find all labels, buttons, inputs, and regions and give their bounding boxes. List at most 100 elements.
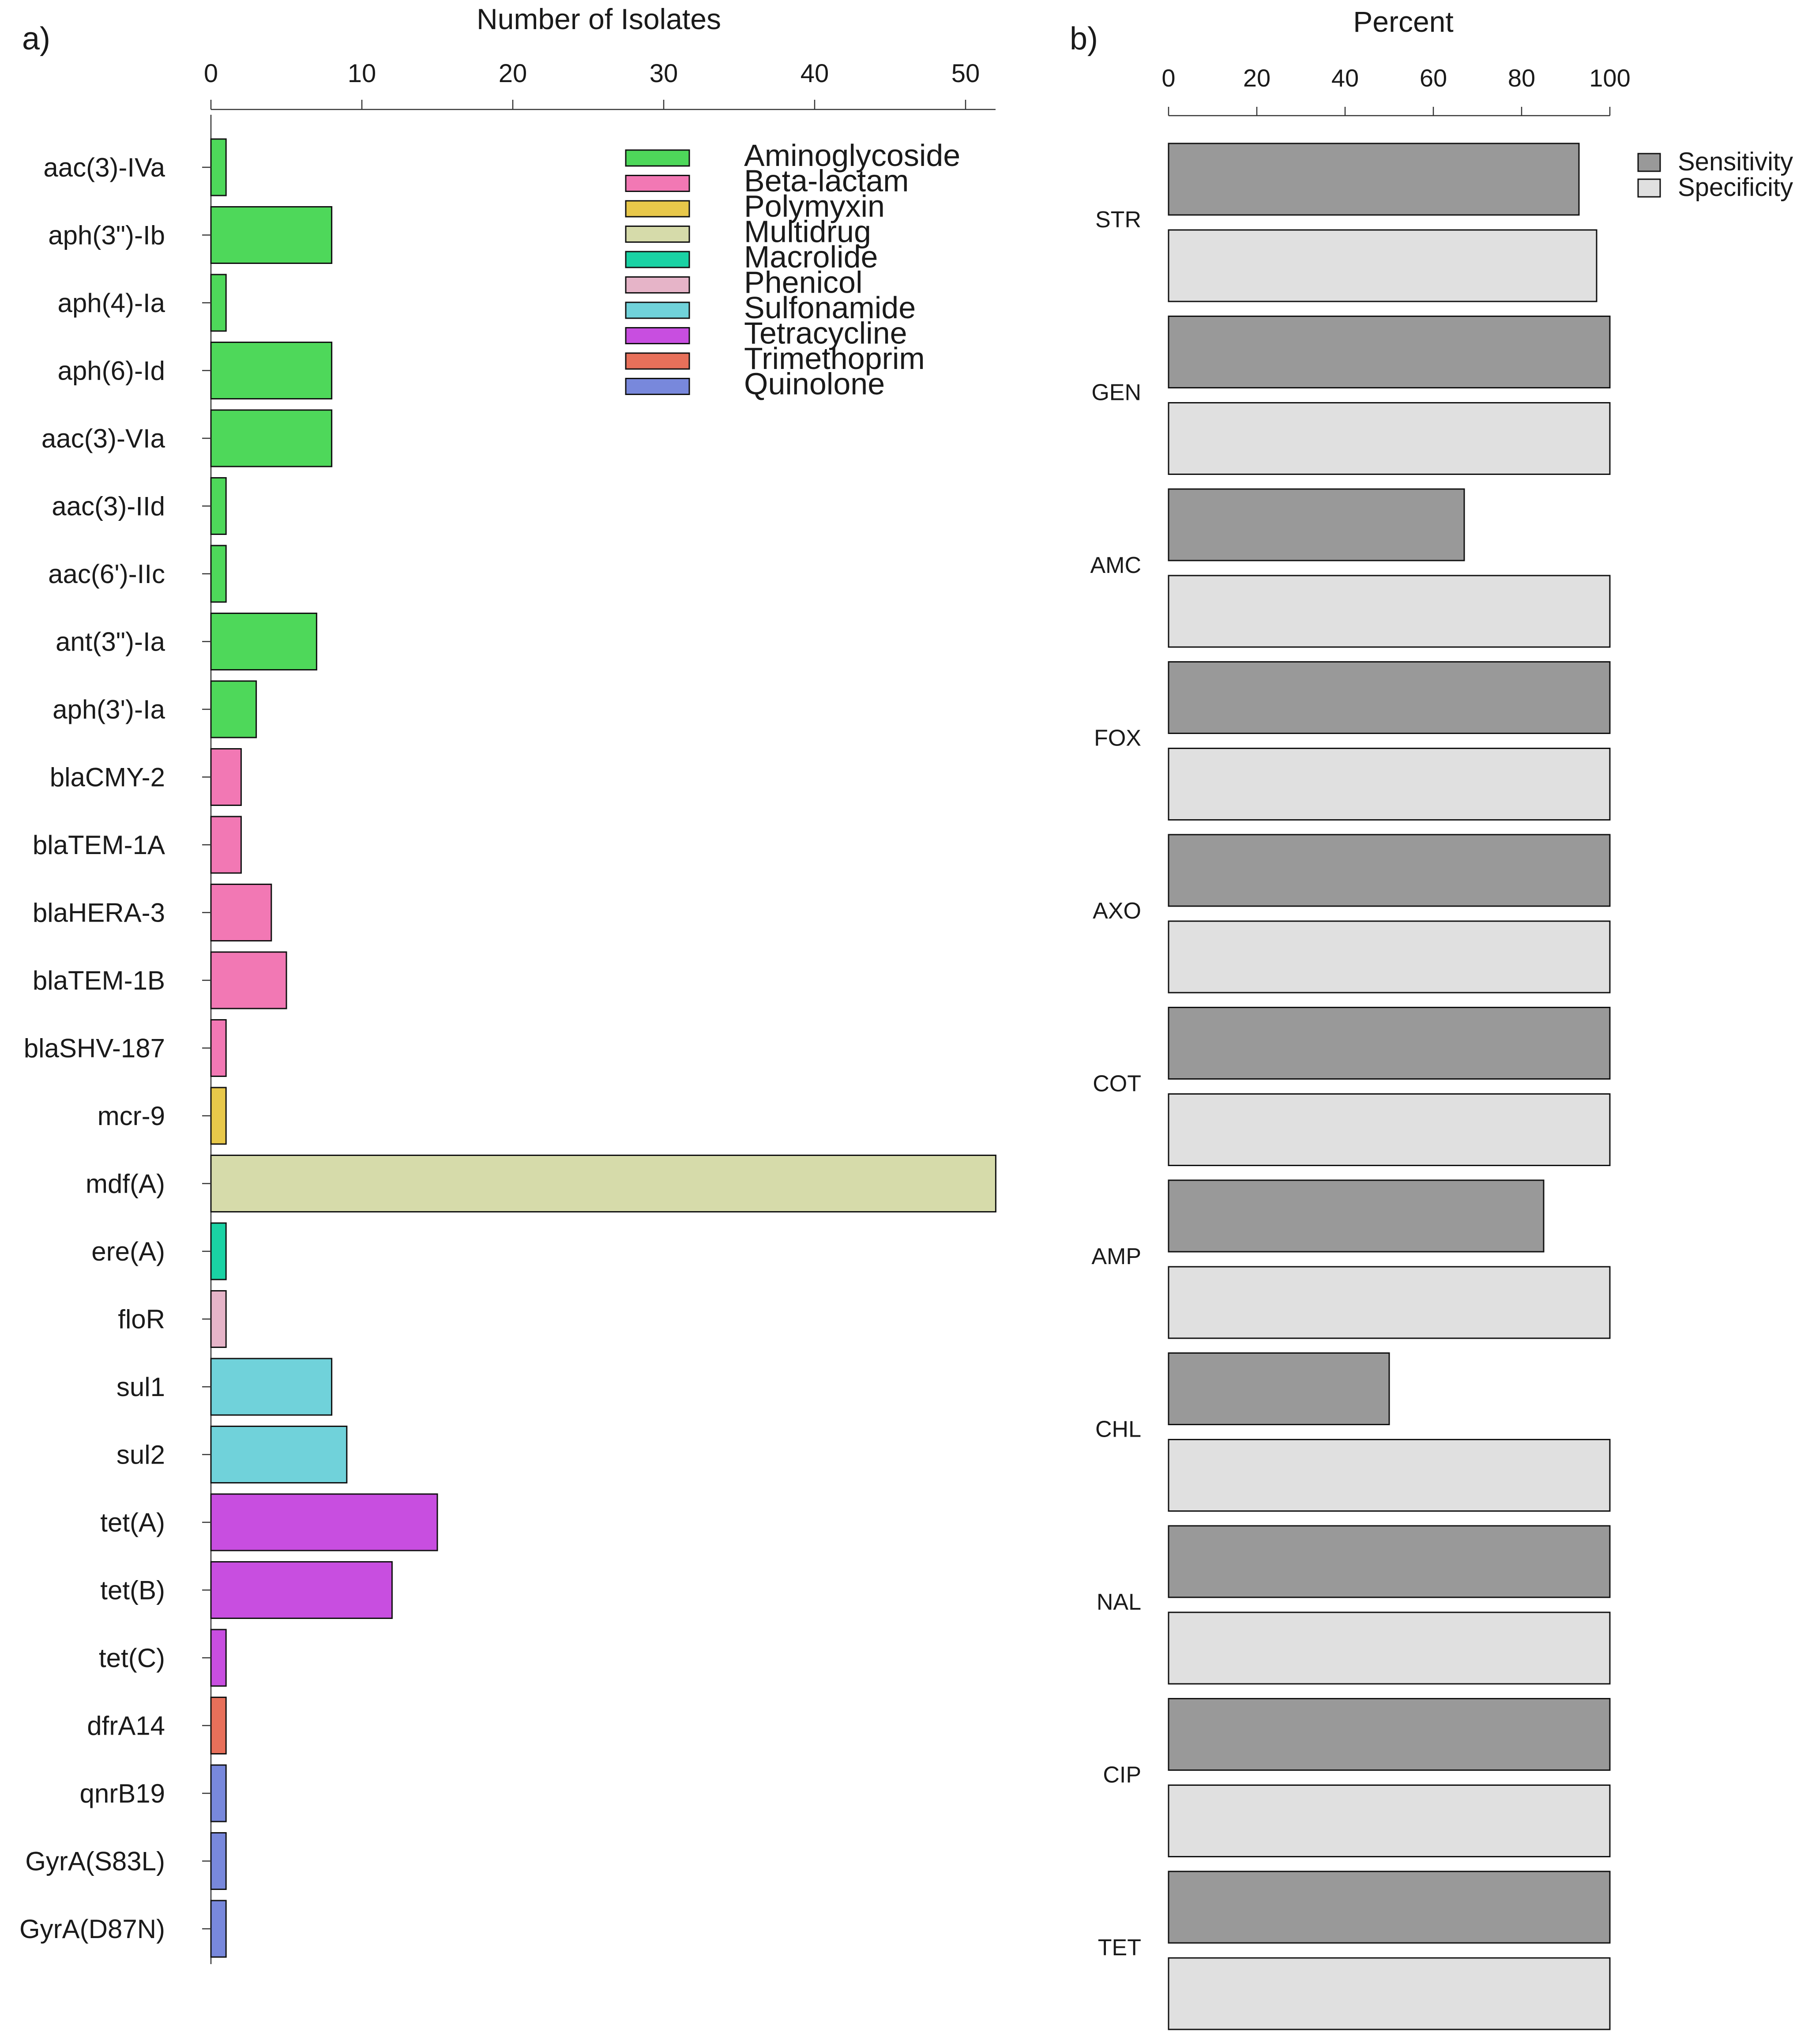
panel-a-legend-swatch-9: [625, 378, 690, 395]
panel-b-x-axis-title: Percent: [1353, 5, 1453, 38]
panel-a-category-label-14: mcr-9: [98, 1101, 165, 1131]
panel-b-bar-5-1: [1168, 1093, 1611, 1166]
panel-a-legend-swatch-5: [625, 276, 690, 294]
panel-b-bar-3-0: [1168, 661, 1611, 734]
panel-a-category-label-4: aac(3)-VIa: [41, 424, 165, 453]
panel-b-bar-5-0: [1168, 1007, 1611, 1080]
panel-a-x-ticks: 0 10 20 30 40 50: [204, 59, 980, 109]
panel-b-bar-9-1: [1168, 1784, 1611, 1857]
panel-a-category-label-25: GyrA(S83L): [25, 1847, 165, 1876]
panel-a-bar-20: [210, 1493, 438, 1551]
panel-b-bars: [1168, 143, 1611, 2030]
panel-b-category-label-2: AMC: [1090, 553, 1141, 578]
panel-b-bar-6-1: [1168, 1266, 1611, 1339]
panel-a-legend-swatch-3: [625, 226, 690, 243]
panel-a-legend-swatch-2: [625, 200, 690, 218]
panel-b-legend-swatch-1: [1637, 178, 1661, 198]
panel-a-x-tick-label-0: 0: [204, 59, 218, 88]
panel-b-bar-6-0: [1168, 1179, 1545, 1253]
panel-b-legend-label-1: Specificity: [1678, 173, 1793, 202]
panel-b-category-label-9: CIP: [1103, 1762, 1141, 1788]
panel-b-bar-1-0: [1168, 316, 1611, 388]
panel-b: b) Percent 0 20 40 60 80 100 STR GEN AMC FOX AXO C…: [1070, 5, 1793, 2030]
panel-b-x-tick-label-0: 0: [1161, 64, 1175, 92]
panel-a-bar-9: [210, 748, 242, 806]
panel-a-category-label-23: dfrA14: [87, 1711, 165, 1741]
panel-a-legend-label-9: Quinolone: [744, 367, 885, 401]
panel-a-category-label-11: blaHERA-3: [33, 898, 165, 928]
panel-a-x-tick-label-1: 10: [348, 59, 376, 88]
panel-a-bar-24: [210, 1764, 227, 1822]
panel-b-category-labels: STR GEN AMC FOX AXO COT AMP CHL NAL CIP TET: [1090, 207, 1141, 1961]
panel-a-bar-19: [210, 1426, 348, 1483]
panel-a-category-label-13: blaSHV-187: [24, 1034, 165, 1063]
panel-b-x-ticks: 0 20 40 60 80 100: [1161, 64, 1631, 116]
panel-b-x-tick-label-1: 20: [1243, 64, 1270, 92]
panel-b-category-label-10: TET: [1098, 1935, 1141, 1961]
panel-a-bar-14: [210, 1087, 227, 1145]
panel-a-bar-22: [210, 1629, 227, 1687]
panel-a-category-label-5: aac(3)-IId: [52, 492, 165, 521]
panel-a-category-label-15: mdf(A): [86, 1169, 165, 1199]
panel-b-bar-8-0: [1168, 1525, 1611, 1598]
panel-a-bar-13: [210, 1019, 227, 1077]
panel-a-legend-swatch-7: [625, 327, 690, 344]
panel-a-x-axis-title: Number of Isolates: [477, 3, 721, 35]
panel-b-bar-4-0: [1168, 834, 1611, 907]
panel-b-bar-8-1: [1168, 1611, 1611, 1685]
panel-a-x-tick-label-5: 50: [951, 59, 980, 88]
panel-a-bar-26: [210, 1900, 227, 1958]
panel-a-legend-label-4: Macrolide: [744, 240, 878, 274]
panel-a-category-label-19: sul2: [117, 1440, 165, 1470]
panel-a-legend-swatch-4: [625, 251, 690, 268]
panel-b-bar-7-1: [1168, 1439, 1611, 1512]
panel-a-bar-3: [210, 342, 333, 399]
panel-a-bar-1: [210, 206, 333, 264]
panel-a-bar-17: [210, 1290, 227, 1348]
panel-a-bar-5: [210, 477, 227, 535]
panel-a-category-label-9: blaCMY-2: [50, 763, 165, 792]
panel-b-bar-2-1: [1168, 575, 1611, 648]
panel-a: a) Number of Isolates 0 10 20 30 40 50 aac(3)…: [19, 3, 996, 1964]
panel-a-bar-23: [210, 1697, 227, 1754]
panel-b-bar-3-1: [1168, 748, 1611, 821]
panel-a-label: a): [22, 21, 50, 56]
panel-a-bar-10: [210, 816, 242, 874]
panel-a-legend-label-2: Polymyxin: [744, 189, 885, 223]
panel-a-bar-7: [210, 613, 317, 670]
panel-a-category-label-16: ere(A): [91, 1237, 165, 1266]
panel-a-bars: [210, 138, 996, 1958]
panel-a-legend-label-5: Phenicol: [744, 265, 863, 300]
panel-a-category-label-18: sul1: [117, 1372, 165, 1402]
panel-a-category-label-7: ant(3")-Ia: [56, 627, 165, 657]
panel-a-bar-25: [210, 1832, 227, 1890]
panel-b-category-label-5: COT: [1093, 1071, 1141, 1097]
panel-a-bar-8: [210, 680, 257, 738]
panel-a-bar-15: [210, 1155, 996, 1212]
panel-b-bar-4-1: [1168, 920, 1611, 994]
panel-b-category-label-8: NAL: [1097, 1589, 1141, 1615]
panel-b-bar-9-0: [1168, 1698, 1611, 1771]
panel-b-bar-10-0: [1168, 1871, 1611, 1944]
panel-b-category-label-4: AXO: [1093, 898, 1141, 924]
panel-a-category-label-10: blaTEM-1A: [33, 830, 165, 860]
panel-b-category-label-7: CHL: [1095, 1417, 1141, 1442]
panel-a-category-label-17: floR: [118, 1305, 165, 1334]
panel-a-legend-label-7: Tetracycline: [744, 316, 907, 350]
panel-b-bar-10-1: [1168, 1957, 1611, 2030]
panel-a-bar-16: [210, 1222, 227, 1280]
panel-a-category-label-6: aac(6')-IIc: [48, 559, 165, 589]
panel-b-bar-2-0: [1168, 488, 1465, 561]
panel-a-category-label-12: blaTEM-1B: [33, 966, 165, 995]
panel-a-category-label-22: tet(C): [99, 1643, 165, 1673]
panel-a-category-label-26: GyrA(D87N): [19, 1914, 165, 1944]
panel-a-legend-swatch-6: [625, 301, 690, 319]
panel-b-bar-1-1: [1168, 402, 1611, 475]
panel-a-legend-swatch-8: [625, 352, 690, 370]
panel-a-legend: AminoglycosideBeta-lactamPolymyxinMultid…: [625, 138, 960, 401]
panel-a-legend-label-6: Sulfonamide: [744, 290, 916, 325]
panel-a-x-tick-label-3: 30: [650, 59, 678, 88]
panel-a-bar-11: [210, 884, 272, 941]
